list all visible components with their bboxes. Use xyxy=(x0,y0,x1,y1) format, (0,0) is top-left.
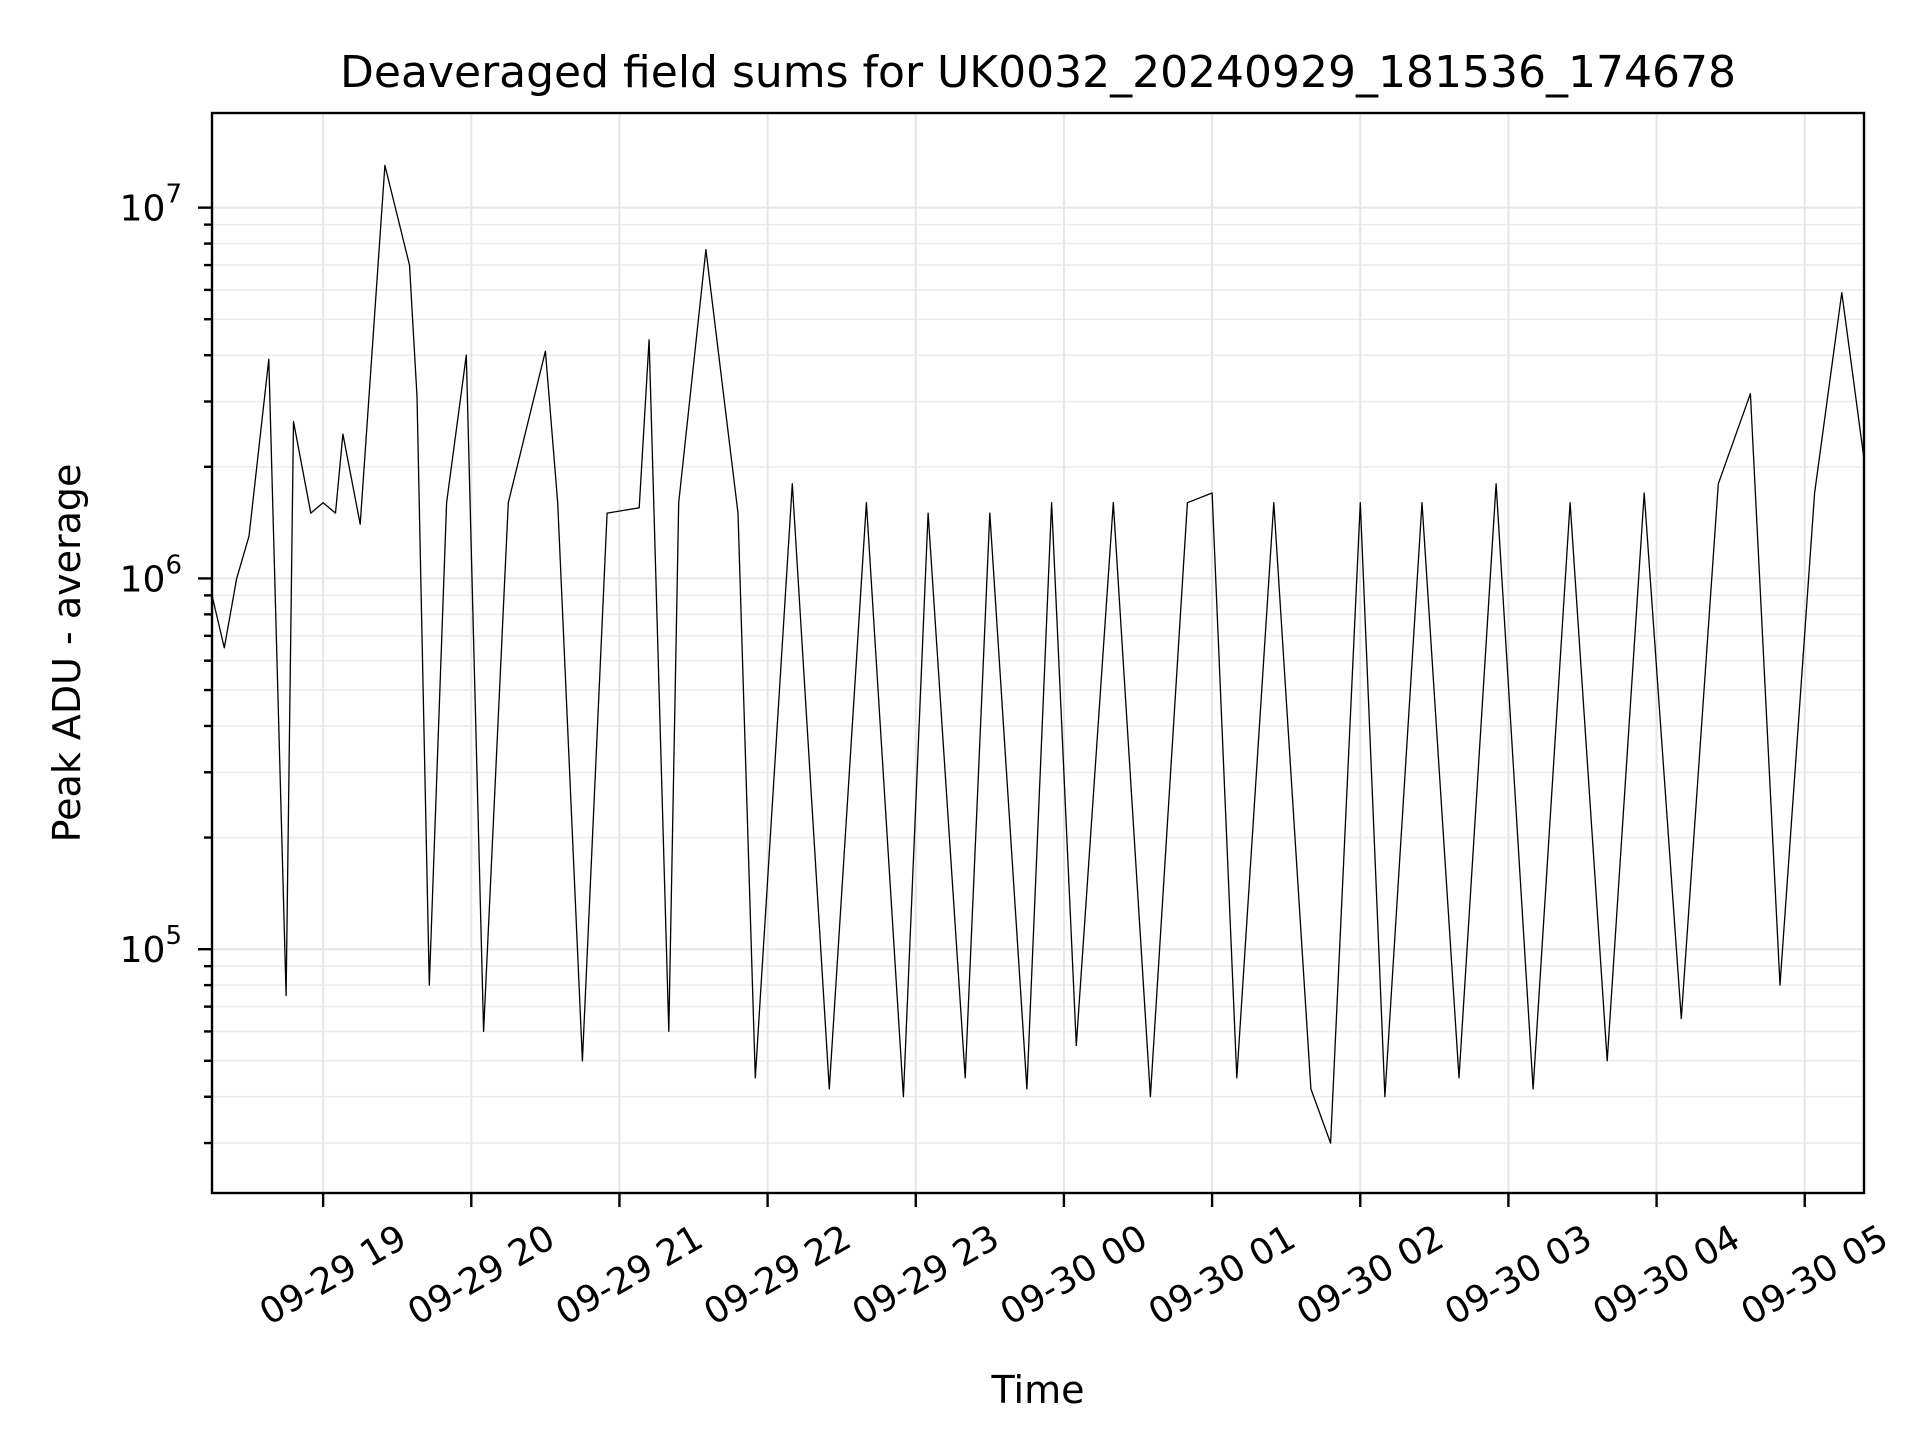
y-tick-exponent: 7 xyxy=(165,180,182,210)
data-series xyxy=(211,164,1865,1144)
x-tick-label: 09-30 00 xyxy=(994,1217,1155,1333)
y-tick-label: 105 xyxy=(120,921,182,971)
x-tick-label: 09-30 01 xyxy=(1142,1217,1303,1333)
x-tick-label: 09-29 20 xyxy=(401,1217,562,1333)
x-tick-label: 09-30 03 xyxy=(1438,1217,1599,1333)
x-tick-label: 09-30 02 xyxy=(1290,1217,1451,1333)
y-tick-exponent: 6 xyxy=(165,550,182,580)
x-tick-label: 09-30 05 xyxy=(1735,1217,1896,1333)
y-tick-base: 10 xyxy=(120,930,166,971)
x-tick-label: 09-29 19 xyxy=(253,1217,414,1333)
x-tick-label: 09-29 22 xyxy=(697,1217,858,1333)
x-tick-label: 09-29 21 xyxy=(549,1217,710,1333)
y-axis-label: Peak ADU - average xyxy=(45,464,89,843)
y-tick-base: 10 xyxy=(120,559,166,600)
tick-marks xyxy=(198,206,1806,1207)
chart-title: Deaveraged field sums for UK0032_2024092… xyxy=(340,47,1736,98)
y-tick-exponent: 5 xyxy=(165,921,182,951)
y-tick-label: 107 xyxy=(120,180,182,230)
x-tick-label: 09-30 04 xyxy=(1586,1217,1747,1333)
plot-frame xyxy=(210,111,1866,1195)
x-tick-label: 09-29 23 xyxy=(846,1217,1007,1333)
y-tick-label: 106 xyxy=(120,550,182,600)
x-axis-label: Time xyxy=(991,1368,1085,1412)
y-tick-base: 10 xyxy=(120,189,166,230)
minor-grid xyxy=(212,223,1864,1144)
series-line-0 xyxy=(211,164,1865,1144)
